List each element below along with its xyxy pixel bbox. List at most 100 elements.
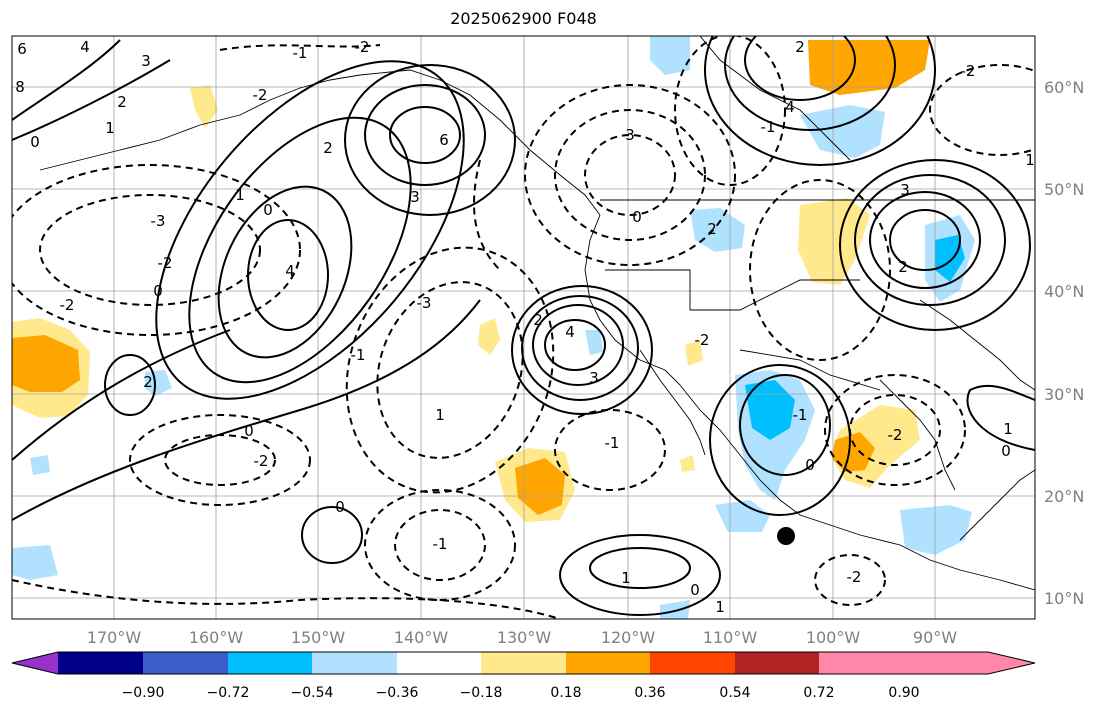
contour-label: 2 bbox=[795, 38, 805, 56]
lat-tick-label: 30°N bbox=[1044, 385, 1084, 404]
contour-label: 2 bbox=[898, 258, 908, 276]
lat-tick-label: 60°N bbox=[1044, 78, 1084, 97]
coastlines bbox=[39, 36, 1035, 591]
lon-tick-label: 120°W bbox=[601, 628, 656, 647]
lon-tick-label: 140°W bbox=[394, 628, 449, 647]
colorbar-tick-label: −0.36 bbox=[376, 685, 419, 701]
contour-label: 0 bbox=[153, 282, 163, 300]
contour-label: -1 bbox=[351, 346, 366, 364]
lat-tick-label: 50°N bbox=[1044, 180, 1084, 199]
map-title: 2025062900 F048 bbox=[450, 9, 597, 28]
contour-label: 2 bbox=[143, 373, 153, 391]
longitude-axis: 170°W 160°W 150°W 140°W 130°W 120°W 110°… bbox=[87, 628, 957, 647]
negative-anomaly-area bbox=[585, 330, 603, 355]
contour-label: -2 bbox=[254, 452, 269, 470]
positive-anomaly-core bbox=[808, 40, 930, 95]
contour-label: 2 bbox=[323, 139, 333, 157]
colorbar-segment bbox=[481, 652, 567, 674]
negative-anomaly-area bbox=[30, 455, 50, 475]
contour-label: -2 bbox=[695, 331, 710, 349]
contour-label: 4 bbox=[80, 38, 90, 56]
positive-anomaly-area bbox=[478, 318, 500, 355]
positive-anomaly-core bbox=[832, 432, 875, 472]
colorbar-tick-label: 0.36 bbox=[634, 685, 665, 701]
colorbar-segment bbox=[58, 652, 144, 674]
shading-layer bbox=[12, 36, 975, 619]
contour-label: -2 bbox=[847, 568, 862, 586]
positive-anomaly-area bbox=[685, 340, 703, 366]
positive-anomaly-core bbox=[12, 335, 80, 392]
latitude-axis: 60°N 50°N 40°N 30°N 20°N 10°N bbox=[1044, 78, 1084, 608]
plot-frame bbox=[11, 35, 1036, 620]
contour-label: 4 bbox=[285, 262, 295, 280]
contour-label: 3 bbox=[141, 52, 151, 70]
positive-anomaly-area bbox=[798, 198, 870, 285]
lon-tick-label: 160°W bbox=[189, 628, 244, 647]
colorbar-tick-label: −0.54 bbox=[291, 685, 334, 701]
colorbar-segment bbox=[228, 652, 314, 674]
colorbar-tick-label: 0.54 bbox=[719, 685, 750, 701]
contour-label: 4 bbox=[785, 98, 795, 116]
contour-label: -2 bbox=[355, 38, 370, 56]
contour-label: 2 bbox=[117, 93, 127, 111]
colorbar-tick-label: 0.72 bbox=[803, 685, 834, 701]
colorbar-segment bbox=[566, 652, 652, 674]
contour-label: 1 bbox=[105, 119, 115, 137]
colorbar-segment bbox=[819, 652, 905, 674]
lat-tick-label: 20°N bbox=[1044, 487, 1084, 506]
lon-tick-label: 170°W bbox=[87, 628, 142, 647]
storm-center-marker bbox=[777, 527, 795, 545]
colorbar-segment bbox=[650, 652, 736, 674]
contour-label: 0 bbox=[244, 422, 254, 440]
solid-contours bbox=[12, 36, 1035, 616]
contour-label: 3 bbox=[410, 188, 420, 206]
contour-label: 4 bbox=[565, 323, 575, 341]
negative-anomaly-core bbox=[745, 380, 795, 440]
contour-label: 0 bbox=[263, 201, 273, 219]
contour-label: 1 bbox=[1025, 151, 1035, 169]
negative-anomaly-area bbox=[145, 370, 172, 396]
colorbar-tick-label: −0.90 bbox=[122, 685, 165, 701]
contour-label: 2 bbox=[533, 311, 543, 329]
contour-label: 0 bbox=[805, 456, 815, 474]
negative-anomaly-area bbox=[12, 545, 58, 580]
contour-label: -2 bbox=[60, 296, 75, 314]
contour-label: 8 bbox=[15, 78, 25, 96]
colorbar-segment bbox=[397, 652, 483, 674]
graticule bbox=[12, 36, 1035, 619]
contour-label: -2 bbox=[253, 86, 268, 104]
contour-label: 3 bbox=[900, 181, 910, 199]
positive-anomaly-area bbox=[680, 455, 695, 472]
contour-label: 1 bbox=[621, 569, 631, 587]
colorbar-segment bbox=[143, 652, 229, 674]
contour-label: 1 bbox=[715, 598, 725, 616]
contour-label: 0 bbox=[335, 498, 345, 516]
colorbar: −0.90 −0.72 −0.54 −0.36 −0.18 0.18 0.36 … bbox=[11, 651, 1036, 701]
colorbar-tick-label: −0.18 bbox=[460, 685, 503, 701]
contour-label: 0 bbox=[30, 133, 40, 151]
contour-label: -1 bbox=[433, 535, 448, 553]
positive-anomaly-area bbox=[190, 85, 218, 128]
colorbar-tick-label: 0.18 bbox=[550, 685, 581, 701]
lon-tick-label: 110°W bbox=[703, 628, 758, 647]
contour-label: -3 bbox=[151, 212, 166, 230]
contour-labels: 6 4 3 2 1 0 -1 -2 -3 8 6 4 3 2 1 0 -1 -2… bbox=[15, 38, 1035, 616]
contour-label: -1 bbox=[293, 44, 308, 62]
negative-anomaly-area bbox=[800, 105, 885, 158]
colorbar-under-triangle bbox=[12, 652, 58, 674]
contour-label: 6 bbox=[17, 40, 27, 58]
negative-anomaly-area bbox=[650, 36, 690, 75]
negative-anomaly-area bbox=[660, 600, 690, 619]
lon-tick-label: 100°W bbox=[806, 628, 861, 647]
contour-label: -1 bbox=[793, 406, 808, 424]
lat-tick-label: 40°N bbox=[1044, 282, 1084, 301]
lon-tick-label: 150°W bbox=[291, 628, 346, 647]
dashed-contours bbox=[12, 36, 1035, 619]
colorbar-tick-label: 0.90 bbox=[888, 685, 919, 701]
contour-label: -2 bbox=[961, 62, 976, 80]
contour-label: -2 bbox=[888, 426, 903, 444]
contour-label: 3 bbox=[625, 126, 635, 144]
contour-label: 0 bbox=[1001, 442, 1011, 460]
colorbar-outline bbox=[11, 651, 1036, 675]
